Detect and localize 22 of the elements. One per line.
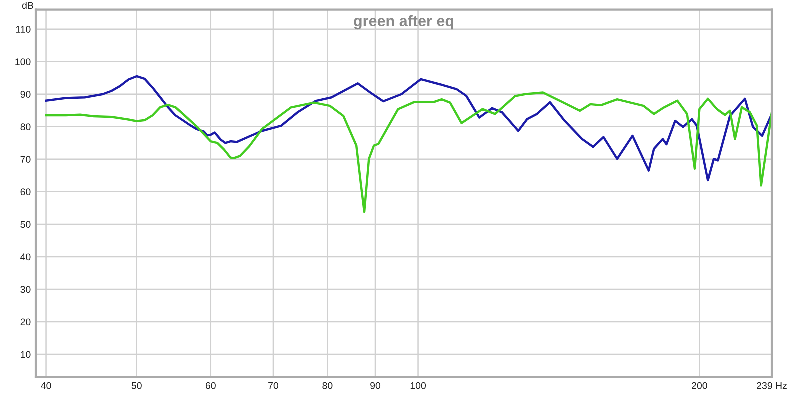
y-tick-label: 100 (16, 58, 31, 66)
x-tick-label: 100 (410, 382, 426, 390)
x-tick-label: 60 (206, 382, 216, 390)
y-axis-title: dB (22, 2, 34, 10)
y-tick-label: 40 (20, 254, 31, 261)
y-tick-label: 60 (20, 188, 31, 196)
y-tick-label: 90 (20, 91, 31, 98)
y-tick-label: 20 (20, 318, 31, 326)
y-tick-label: 70 (20, 156, 31, 164)
y-tick-label: 80 (20, 124, 31, 131)
x-tick-label: 239 Hz (757, 382, 787, 390)
y-tick-label: 30 (20, 286, 31, 294)
x-tick-label: 70 (268, 382, 278, 390)
x-tick-label: 90 (370, 382, 381, 390)
y-tick-label: 10 (21, 351, 31, 358)
chart-title: green after eq (354, 15, 454, 30)
x-tick-label: 50 (132, 382, 142, 390)
y-tick-label: 110 (16, 26, 31, 33)
x-tick-label: 80 (322, 382, 333, 390)
x-tick-label: 200 (692, 382, 708, 390)
y-tick-label: 50 (20, 221, 31, 228)
x-tick-label: 40 (41, 382, 52, 390)
